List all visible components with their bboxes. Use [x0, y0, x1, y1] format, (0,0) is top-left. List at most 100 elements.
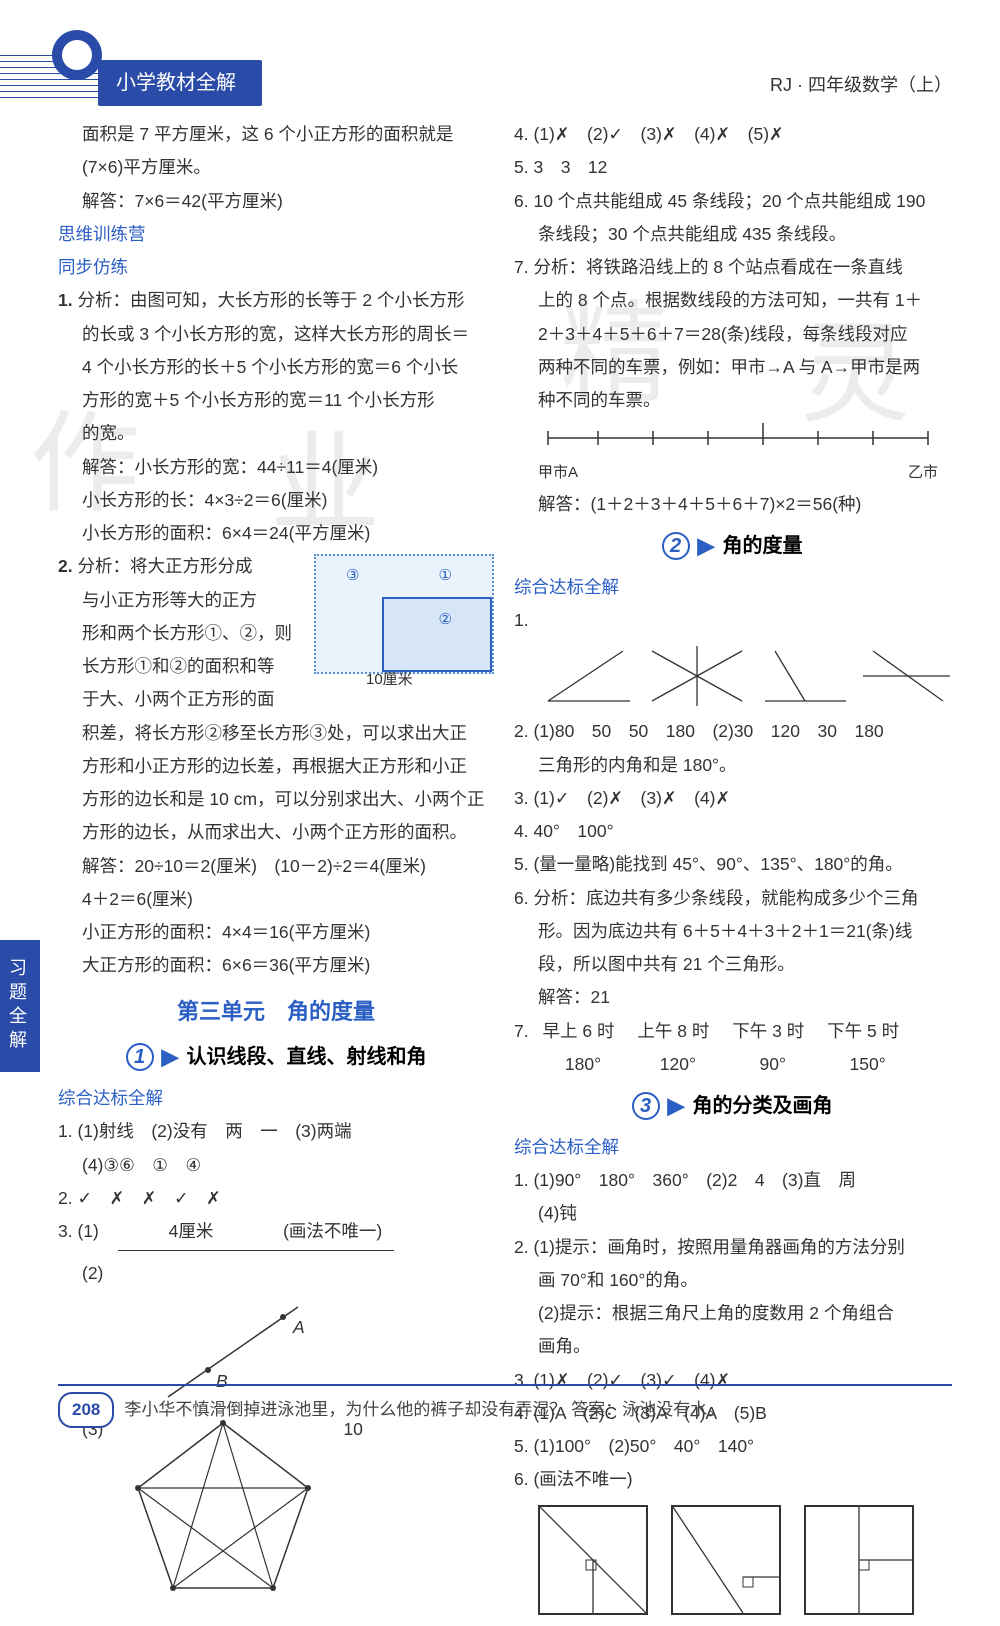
text: 面积是 7 平方厘米，这 6 个小正方形的面积就是	[58, 118, 494, 151]
text: 形。因为底边共有 6＋5＋4＋3＋2＋1＝21(条)线	[514, 915, 950, 948]
text: 6. 分析：底边共有多少条线段，就能构成多少个三角	[514, 882, 950, 915]
text: (画法不唯一)	[283, 1221, 382, 1241]
text: 早上 6 时	[533, 1015, 623, 1048]
q7-row: 7. 早上 6 时 上午 8 时 下午 3 时 下午 5 时	[514, 1015, 950, 1048]
text: 方形和小正方形的边长差，再根据大正方形和小正	[58, 750, 494, 783]
heading: 综合达标全解	[514, 571, 950, 604]
square-diagram: ③ ① ② 10厘米	[314, 554, 494, 674]
text: 1.	[514, 604, 950, 637]
text: 180°	[538, 1048, 628, 1081]
heading: 同步仿练	[58, 251, 494, 284]
text: 下午 5 时	[818, 1015, 908, 1048]
numline-label: 乙市	[908, 459, 938, 488]
text: 方形的边长和是 10 cm，可以分别求出大、小两个正	[58, 783, 494, 816]
square-diagram	[804, 1505, 914, 1615]
text: 3. (1) 4厘米 (画法不唯一)	[58, 1215, 494, 1248]
text: 2. (1)80 50 50 180 (2)30 120 30 180	[514, 715, 950, 748]
text: (4)③⑥ ① ④	[58, 1149, 494, 1182]
square-diagram	[671, 1505, 781, 1615]
diagram-label: ②	[439, 606, 452, 635]
text: 90°	[728, 1048, 818, 1081]
text: 积差，将长方形②移至长方形③处，可以求出大正	[58, 717, 494, 750]
text: 种不同的车票。	[514, 384, 950, 417]
text: 3. (1)	[58, 1221, 99, 1241]
text: 4 个小长方形的长＋5 个小长方形的宽＝6 个小长	[58, 351, 494, 384]
text: 120°	[633, 1048, 723, 1081]
pentagon-star	[123, 1413, 323, 1603]
text: 解答：7×6＝42(平方厘米)	[58, 185, 494, 218]
page-number: 208	[58, 1392, 114, 1428]
text: 段，所以图中共有 21 个三角形。	[514, 948, 950, 981]
angle-icon	[538, 641, 630, 711]
text: 分析：由图可知，大长方形的长等于 2 个小长方形	[77, 290, 464, 310]
section-header: 1 ▶ 认识线段、直线、射线和角	[58, 1036, 494, 1078]
text: 2＋3＋4＋5＋6＋7＝28(条)线段，每条线段对应	[514, 318, 950, 351]
cross-icon	[858, 641, 950, 711]
text: (7×6)平方厘米。	[58, 151, 494, 184]
text: 3. (1)✓ (2)✗ (3)✗ (4)✗	[514, 782, 950, 815]
heading: 综合达标全解	[58, 1082, 494, 1115]
text: 上的 8 个点。根据数线段的方法可知，一共有 1＋	[514, 284, 950, 317]
text: 小长方形的面积：6×4＝24(平方厘米)	[58, 517, 494, 550]
heading: 思维训练营	[58, 218, 494, 251]
diagram-label: ③	[346, 562, 359, 591]
unit-title: 第三单元 角的度量	[58, 991, 494, 1033]
side-tab: 习题全解	[0, 940, 40, 1072]
section-number: 1	[126, 1043, 154, 1071]
text: 下午 3 时	[723, 1015, 813, 1048]
text: (2)提示：根据三角尺上角的度数用 2 个角组合	[514, 1297, 950, 1330]
text: 的长或 3 个小长方形的宽，这样大长方形的周长＝	[58, 318, 494, 351]
header-right-label: RJ · 四年级数学（上）	[770, 68, 952, 102]
footer-riddle: 李小华不慎滑倒掉进泳池里，为什么他的裤子却没有弄湿？ 答案：泳池没有水。	[124, 1394, 724, 1426]
section-header: 3 ▶ 角的分类及画角	[514, 1085, 950, 1127]
text: 解答：小长方形的宽：44÷11＝4(厘米)	[58, 451, 494, 484]
section-number: 2	[662, 532, 690, 560]
text: 1. 分析：由图可知，大长方形的长等于 2 个小长方形	[58, 284, 494, 317]
diagram-caption: 10厘米	[366, 666, 413, 695]
text: 小正方形的面积：4×4＝16(平方厘米)	[58, 916, 494, 949]
diag-lines	[673, 1507, 779, 1613]
text: 三角形的内角和是 180°。	[514, 749, 950, 782]
section-number: 3	[632, 1092, 660, 1120]
text: 4. 40° 100°	[514, 815, 950, 848]
text: 的宽。	[58, 417, 494, 450]
section-title: 认识线段、直线、射线和角	[186, 1038, 426, 1076]
text: 5. 3 3 12	[514, 151, 950, 184]
text: 画 70°和 160°的角。	[514, 1264, 950, 1297]
text: 小长方形的长：4×3÷2＝6(厘米)	[58, 484, 494, 517]
text: 于大、小两个正方形的面	[58, 683, 494, 716]
angle-diagrams	[538, 641, 950, 711]
text: 解答：(1＋2＋3＋4＋5＋6＋7)×2＝56(种)	[514, 488, 950, 521]
diag-lines	[806, 1507, 912, 1613]
text: 1. (1)90° 180° 360° (2)2 4 (3)直 周	[514, 1164, 950, 1197]
number-line: 甲市 A 乙市	[514, 423, 950, 488]
text: 分析：将大正方形分成	[77, 556, 252, 576]
page-footer: 208 李小华不慎滑倒掉进泳池里，为什么他的裤子却没有弄湿？ 答案：泳池没有水。	[58, 1384, 952, 1428]
text: 两种不同的车票，例如：甲市→A 与 A→甲市是两	[514, 351, 950, 384]
arrow-icon: ▶	[698, 525, 715, 567]
text: 4厘米	[169, 1221, 214, 1241]
angle-icon	[755, 641, 847, 711]
text: 画角。	[514, 1330, 950, 1363]
star-icon	[642, 641, 743, 711]
diagram-label: ①	[439, 562, 452, 591]
text: 解答：20÷10＝2(厘米) (10－2)÷2＝4(厘米)	[58, 850, 494, 883]
line-segment	[118, 1250, 394, 1251]
q-label: 2.	[58, 556, 73, 576]
text: 4＋2＝6(厘米)	[58, 883, 494, 916]
text: (2)	[58, 1257, 494, 1290]
book-title-badge: 小学教材全解	[98, 60, 262, 106]
text: 方形的宽＋5 个小长方形的宽＝11 个小长方形	[58, 384, 494, 417]
text: 1. (1)射线 (2)没有 两 一 (3)两端	[58, 1115, 494, 1148]
inner-square	[382, 597, 492, 672]
numline-label: 甲市	[538, 459, 568, 488]
point-label: A	[293, 1311, 305, 1344]
square-diagrams-row	[538, 1505, 950, 1626]
numline-label: A	[568, 459, 578, 488]
heading: 综合达标全解	[514, 1131, 950, 1164]
text: 大正方形的面积：6×6＝36(平方厘米)	[58, 949, 494, 982]
diag-lines	[540, 1507, 646, 1613]
section-title: 角的分类及画角	[692, 1087, 832, 1125]
text: 2. ✓ ✗ ✗ ✓ ✗	[58, 1182, 494, 1215]
text: 5. (1)100° (2)50° 40° 140°	[514, 1430, 950, 1463]
